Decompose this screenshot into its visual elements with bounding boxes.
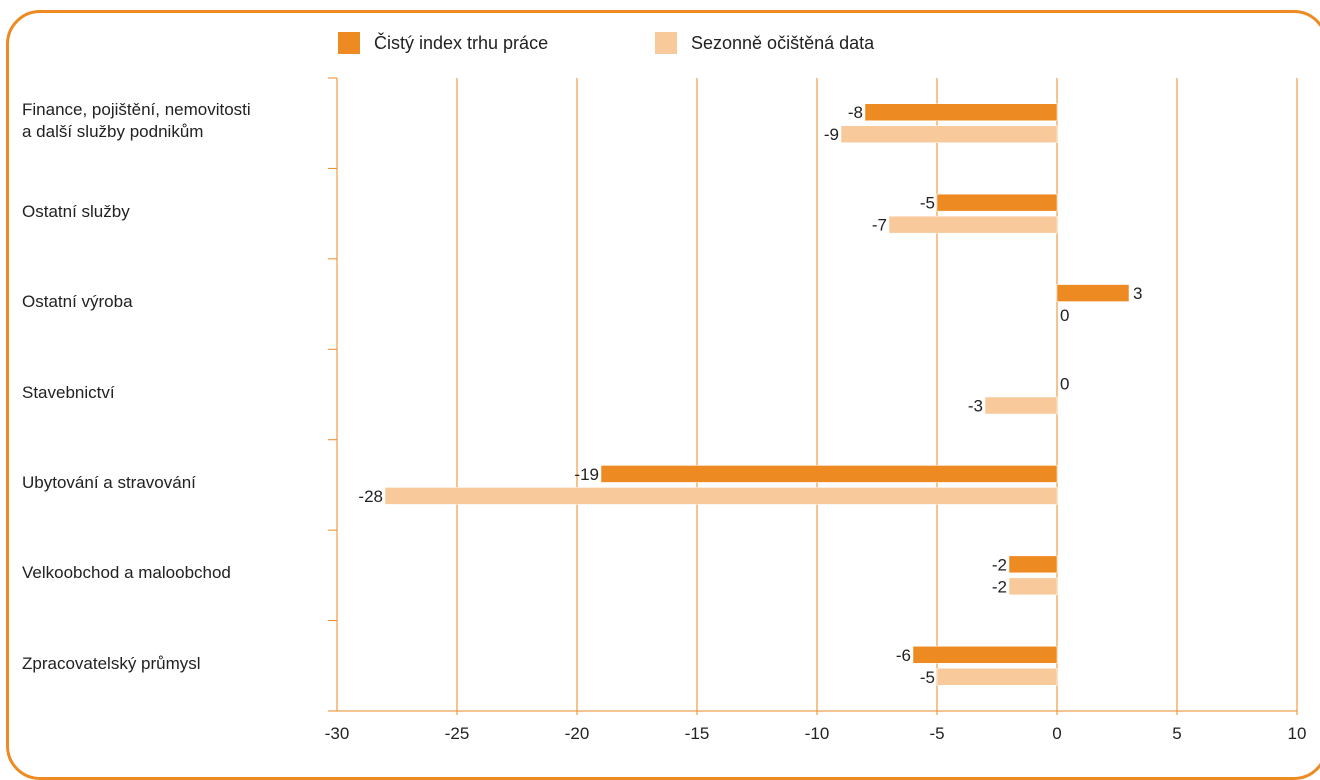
data-label: -19: [574, 465, 599, 484]
data-label: -28: [358, 487, 383, 506]
data-label: -5: [920, 668, 935, 687]
data-label: -5: [920, 194, 935, 213]
x-tick-label: -10: [805, 724, 830, 743]
bar: [1056, 284, 1130, 302]
bar: [840, 125, 1058, 143]
legend-label-net-index: Čistý index trhu práce: [374, 32, 549, 53]
bar: [1008, 555, 1058, 574]
category-label: Ostatní služby: [22, 201, 130, 221]
x-tick-label: 5: [1172, 724, 1181, 743]
bar: [864, 103, 1058, 121]
x-tick-label: 10: [1288, 724, 1307, 743]
legend-item-seasonally-adjusted: Sezonně očištěná data: [655, 32, 874, 54]
legend-swatch-seasonally-adjusted: [655, 32, 677, 54]
data-label: -9: [824, 125, 839, 144]
bar: [912, 646, 1058, 664]
legend-item-net-index: Čistý index trhu práce: [338, 32, 548, 54]
data-label: 0: [1060, 306, 1069, 325]
data-label: 0: [1060, 375, 1069, 394]
data-label: -8: [848, 103, 863, 122]
category-label: Stavebnictví: [22, 382, 115, 402]
bar: [1008, 577, 1058, 596]
data-label: -3: [968, 397, 983, 416]
x-tick-label: -30: [325, 724, 350, 743]
x-tick-label: -20: [565, 724, 590, 743]
data-label: 3: [1133, 284, 1142, 303]
data-label: -2: [992, 577, 1007, 596]
category-label: Ubytování a stravování: [22, 472, 196, 492]
x-tick-label: -15: [685, 724, 710, 743]
category-label: Zpracovatelský průmysl: [22, 653, 201, 673]
bar: [936, 668, 1058, 686]
x-tick-label: -25: [445, 724, 470, 743]
bar-chart: -30 -25 -20 -15 -10 -5 0 5 10 -8 -9 -5 -7 3 0 0 -3 -19 -28…: [325, 77, 1307, 743]
legend-swatch-net-index: [338, 32, 360, 54]
data-label: -6: [896, 646, 911, 665]
data-label: -2: [992, 555, 1007, 574]
bar: [600, 465, 1058, 483]
bar: [936, 193, 1058, 212]
x-tick-label: 0: [1052, 724, 1061, 743]
category-label: Velkoobchod a maloobchod: [22, 563, 231, 583]
bar: [384, 487, 1058, 505]
category-label: Finance, pojištění, nemovitosti a další s…: [22, 100, 251, 142]
legend-label-seasonally-adjusted: Sezonně očištěná data: [691, 32, 875, 53]
bar: [888, 215, 1058, 234]
data-label: -7: [872, 216, 887, 235]
x-tick-label: -5: [929, 724, 944, 743]
bar: [984, 396, 1058, 415]
category-label: Ostatní výroba: [22, 292, 133, 312]
